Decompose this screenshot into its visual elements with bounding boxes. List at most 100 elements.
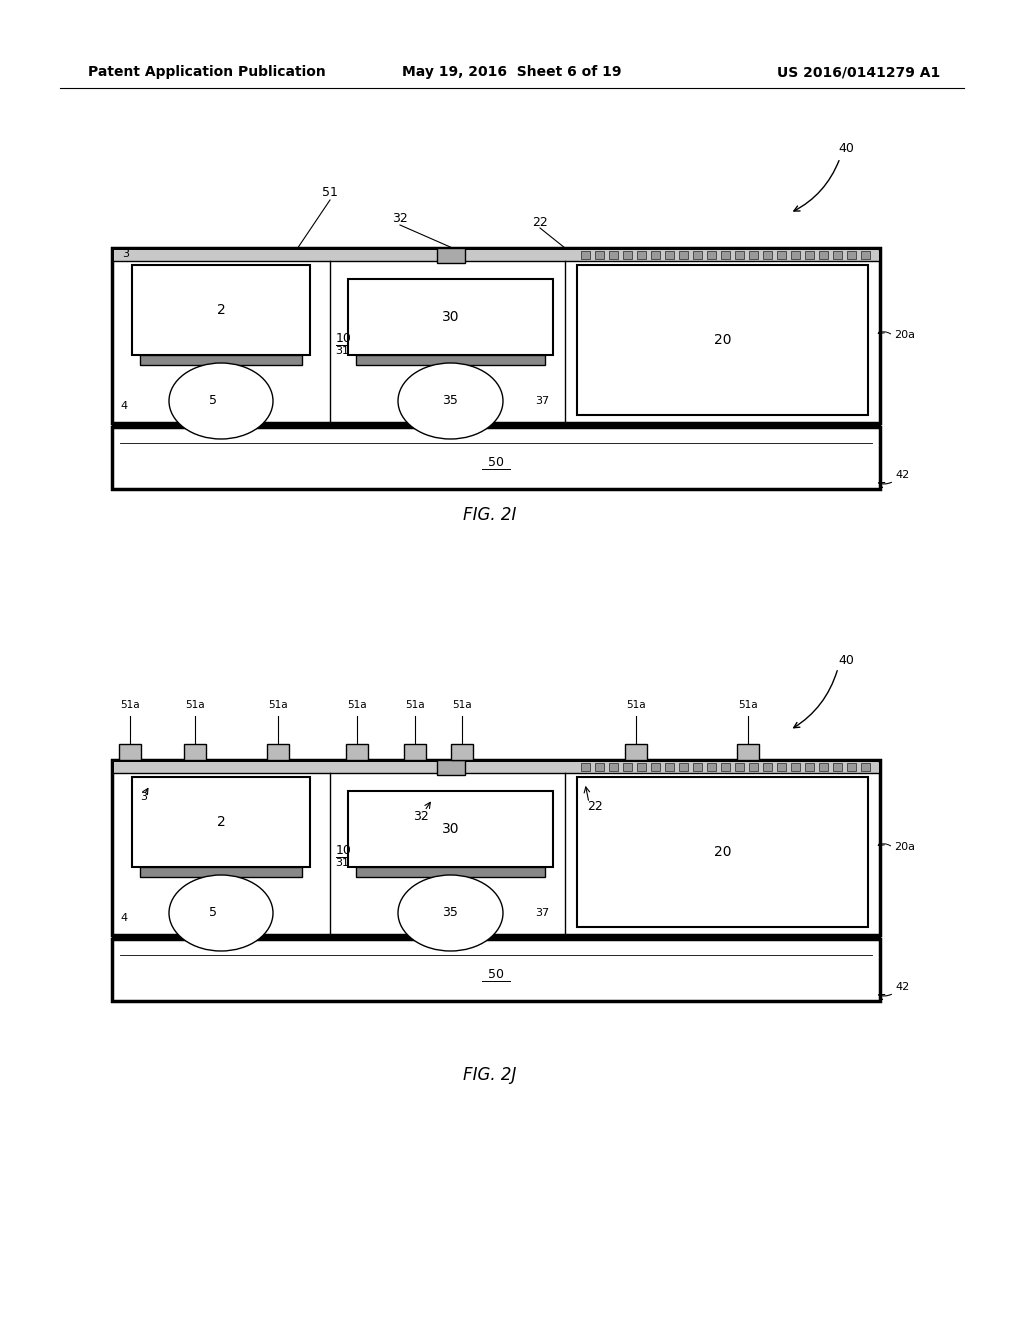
Bar — [861, 251, 870, 259]
Bar — [112, 939, 880, 1001]
Text: 51: 51 — [323, 186, 338, 199]
Bar — [114, 762, 878, 774]
Bar — [735, 251, 744, 259]
Bar — [693, 251, 702, 259]
Bar — [346, 744, 368, 760]
Bar — [623, 251, 632, 259]
Bar — [721, 763, 730, 771]
Bar — [791, 251, 800, 259]
Bar — [132, 777, 310, 867]
Text: 51a: 51a — [627, 700, 646, 710]
Bar — [833, 763, 842, 771]
Text: 30: 30 — [441, 310, 459, 323]
Text: 10: 10 — [336, 845, 352, 858]
Text: 32: 32 — [392, 211, 408, 224]
Bar — [356, 867, 545, 876]
Bar — [112, 426, 880, 488]
Bar — [348, 791, 553, 867]
Text: 51a: 51a — [347, 700, 367, 710]
Text: 22: 22 — [532, 215, 548, 228]
Bar — [737, 744, 759, 760]
Bar — [112, 760, 880, 935]
Text: 42: 42 — [895, 982, 909, 993]
Bar — [114, 249, 878, 261]
Bar — [763, 763, 772, 771]
Text: FIG. 2J: FIG. 2J — [463, 1067, 517, 1084]
Bar — [595, 763, 604, 771]
Text: 4: 4 — [120, 913, 127, 923]
Text: 30: 30 — [441, 822, 459, 836]
Ellipse shape — [169, 875, 273, 950]
Bar — [763, 251, 772, 259]
Bar — [665, 763, 674, 771]
Text: 20: 20 — [714, 333, 731, 347]
Text: 10: 10 — [336, 333, 352, 346]
Text: Patent Application Publication: Patent Application Publication — [88, 65, 326, 79]
Ellipse shape — [398, 363, 503, 440]
Bar — [791, 763, 800, 771]
Bar — [749, 251, 758, 259]
Bar — [777, 251, 786, 259]
Text: 35: 35 — [442, 907, 459, 920]
Bar — [451, 744, 473, 760]
Bar — [847, 251, 856, 259]
Bar — [637, 763, 646, 771]
Bar — [679, 763, 688, 771]
Text: 31: 31 — [335, 858, 349, 869]
Bar — [847, 763, 856, 771]
Bar — [819, 763, 828, 771]
Text: 5: 5 — [209, 395, 217, 408]
Bar — [805, 251, 814, 259]
Bar — [651, 763, 660, 771]
Text: 3: 3 — [122, 249, 129, 259]
Bar — [777, 763, 786, 771]
Text: 35: 35 — [442, 395, 459, 408]
Text: 37: 37 — [535, 396, 549, 407]
Text: May 19, 2016  Sheet 6 of 19: May 19, 2016 Sheet 6 of 19 — [402, 65, 622, 79]
Text: 31: 31 — [335, 346, 349, 356]
Bar — [140, 867, 302, 876]
Bar — [679, 251, 688, 259]
Bar — [721, 251, 730, 259]
Bar — [749, 763, 758, 771]
Bar — [348, 279, 553, 355]
Text: US 2016/0141279 A1: US 2016/0141279 A1 — [777, 65, 940, 79]
Text: 42: 42 — [895, 470, 909, 480]
Text: 22: 22 — [587, 800, 603, 813]
Bar — [665, 251, 674, 259]
Bar — [707, 251, 716, 259]
Text: 51a: 51a — [268, 700, 288, 710]
Text: 51a: 51a — [453, 700, 472, 710]
Bar — [577, 265, 868, 414]
Bar — [356, 355, 545, 366]
Bar — [140, 355, 302, 366]
Text: 20: 20 — [714, 845, 731, 859]
Text: 2: 2 — [217, 304, 225, 317]
Text: 40: 40 — [838, 141, 854, 154]
Bar — [707, 763, 716, 771]
Text: 32: 32 — [413, 809, 428, 822]
Bar — [805, 763, 814, 771]
Bar — [119, 744, 141, 760]
Bar — [112, 248, 880, 422]
Bar — [735, 763, 744, 771]
Bar — [861, 763, 870, 771]
Text: 51a: 51a — [185, 700, 205, 710]
Ellipse shape — [398, 875, 503, 950]
Bar — [623, 763, 632, 771]
Bar — [184, 744, 206, 760]
Text: 50: 50 — [488, 455, 504, 469]
Bar — [436, 248, 465, 263]
Bar — [819, 251, 828, 259]
Bar — [609, 763, 618, 771]
Text: 4: 4 — [120, 401, 127, 411]
Bar — [651, 251, 660, 259]
Bar — [577, 777, 868, 927]
Text: 2: 2 — [217, 814, 225, 829]
Bar — [436, 760, 465, 775]
Text: 51a: 51a — [738, 700, 758, 710]
Bar — [581, 763, 590, 771]
Text: 51a: 51a — [120, 700, 140, 710]
Bar — [132, 265, 310, 355]
Text: 3: 3 — [140, 792, 147, 803]
